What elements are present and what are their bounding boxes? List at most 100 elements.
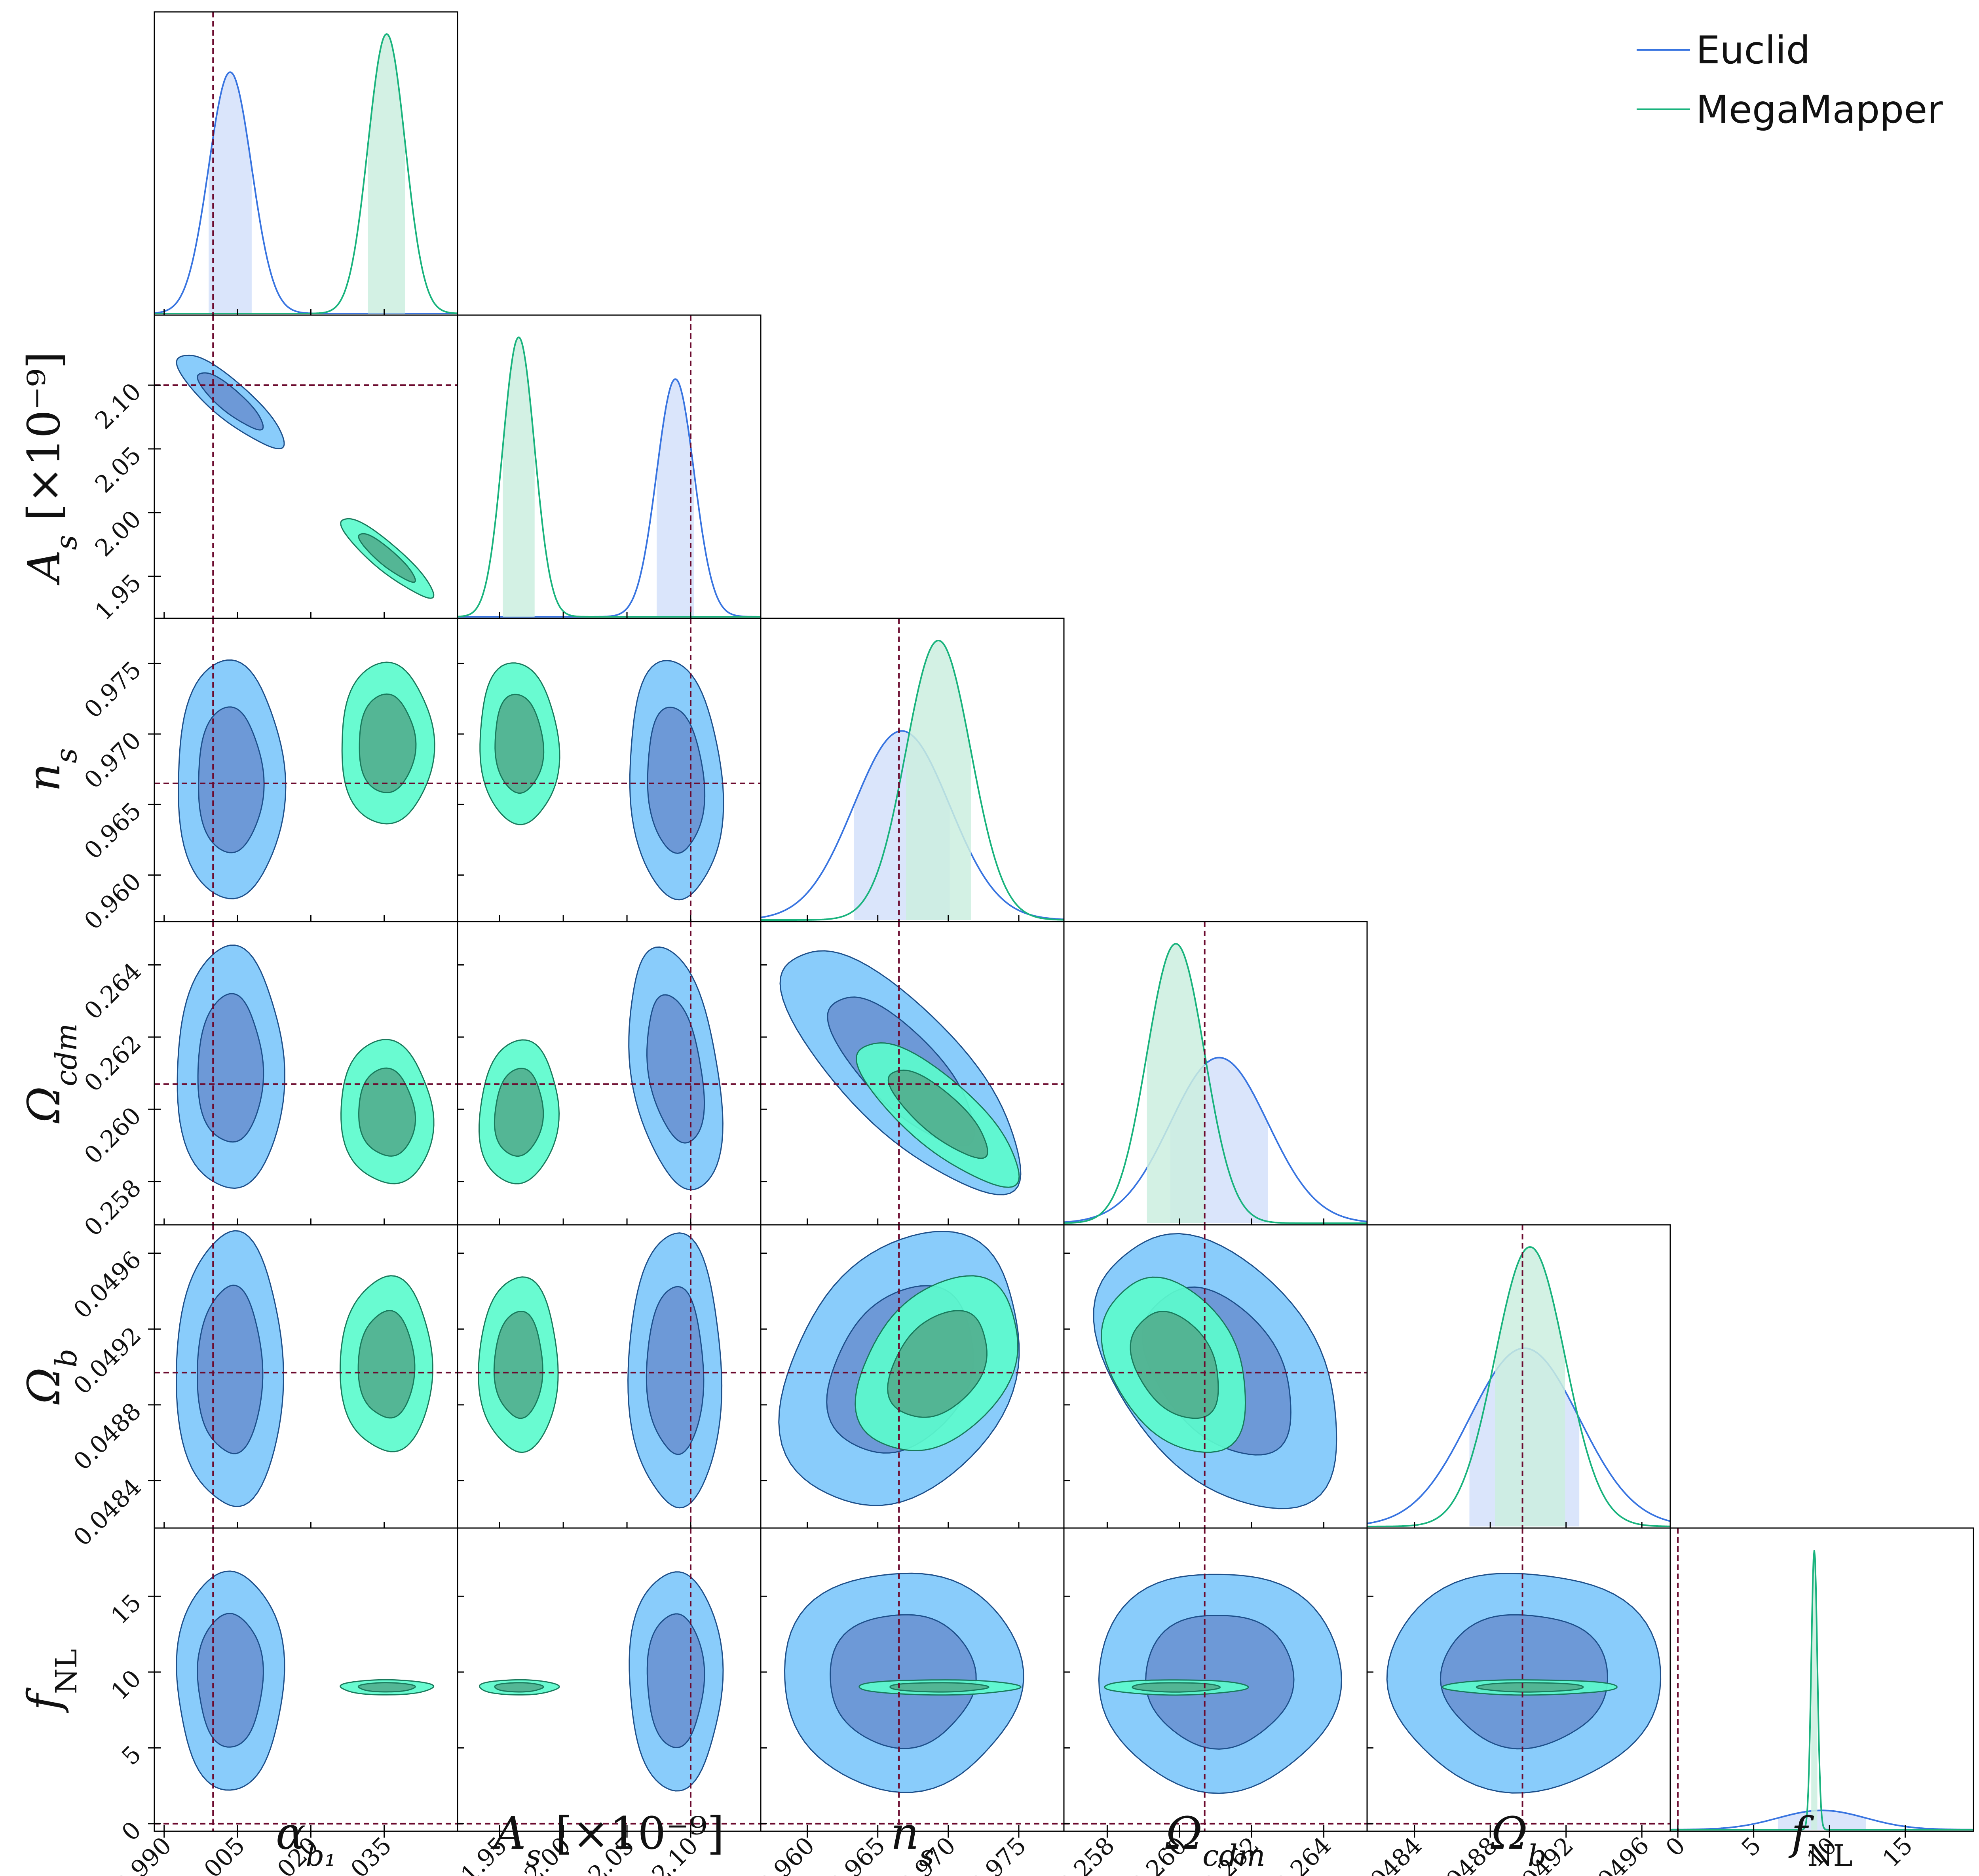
contour-euclid-inner-alpha_b1-Omega_cdm — [197, 993, 264, 1143]
contour-megamapper-inner-A_s-n_s — [494, 694, 545, 794]
contour-megamapper-inner-A_s-Omega_cdm — [494, 1068, 544, 1157]
band-megamapper-Omega_b — [1495, 1247, 1565, 1526]
panel-n_s-vs-f_NL — [761, 1528, 1064, 1831]
panel-A_s-vs-Omega_b — [458, 1225, 761, 1528]
contour-megamapper-inner-Omega_b-f_NL — [1476, 1682, 1584, 1693]
x-tick-label-n_s: 0.965 — [823, 1832, 891, 1876]
x-tick-label-alpha_b1: 1.035 — [329, 1832, 397, 1876]
contour-megamapper-inner-n_s-Omega_cdm — [887, 1069, 988, 1159]
x-tick-label-Omega_b: 0.0484 — [1349, 1832, 1427, 1876]
x-tick-label-n_s: 0.960 — [752, 1832, 820, 1876]
legend: Euclid MegaMapper — [1637, 28, 1943, 132]
pdf-megamapper-Omega_b — [1367, 1246, 1670, 1527]
y-axis-label-A_s: As [×10⁻⁹] — [19, 352, 84, 585]
contour-megamapper-inner-alpha_b1-n_s — [359, 693, 417, 793]
contour-megamapper-inner-alpha_b1-Omega_cdm — [358, 1067, 416, 1157]
y-tick-label-f_NL: 15 — [106, 1589, 146, 1629]
y-tick-label-f_NL: 10 — [106, 1665, 146, 1705]
contour-megamapper-inner-Omega_cdm-f_NL — [1132, 1682, 1221, 1693]
y-tick-label-Omega_cdm: 0.262 — [79, 1030, 147, 1097]
panel-A_s-vs-n_s — [458, 618, 761, 922]
y-tick-label-A_s: 2.00 — [90, 505, 147, 562]
y-tick-label-f_NL: 0 — [116, 1816, 147, 1847]
pdf-megamapper-A_s — [458, 336, 761, 618]
x-tick-label-Omega_b: 0.0496 — [1576, 1832, 1655, 1876]
panel-Omega_b-vs-f_NL — [1367, 1528, 1670, 1831]
contour-layer — [154, 12, 1973, 1831]
panel-A_s-vs-f_NL — [458, 1528, 761, 1831]
legend-label-megamapper: MegaMapper — [1696, 87, 1943, 132]
y-axis-label-n_s: ns — [19, 748, 84, 792]
y-tick-label-n_s: 0.970 — [79, 726, 147, 794]
panel-Omega_cdm-vs-f_NL — [1064, 1528, 1367, 1831]
contour-megamapper-inner-Omega_cdm-Omega_b — [1130, 1311, 1219, 1419]
contour-euclid-inner-alpha_b1-A_s — [197, 372, 264, 431]
y-tick-label-Omega_b: 0.0484 — [68, 1473, 147, 1551]
panel-n_s-vs-Omega_cdm — [761, 922, 1064, 1225]
x-tick-label-f_NL: 5 — [1736, 1832, 1767, 1862]
x-tick-label-alpha_b1: 1.005 — [183, 1832, 251, 1876]
y-tick-label-Omega_cdm: 0.258 — [79, 1174, 147, 1242]
y-tick-label-n_s: 0.960 — [79, 868, 147, 935]
y-axis-label-f_NL: fNL — [19, 1649, 84, 1713]
x-tick-label-f_NL: 0 — [1660, 1832, 1691, 1862]
panel-frame — [1669, 1527, 1974, 1832]
contour-euclid-inner-alpha_b1-f_NL — [197, 1613, 264, 1748]
pdf-megamapper-alpha_b1 — [154, 33, 458, 314]
y-tick-label-Omega_cdm: 0.260 — [79, 1102, 147, 1169]
x-tick-label-Omega_cdm: 0.258 — [1052, 1832, 1120, 1876]
contour-megamapper-inner-n_s-f_NL — [889, 1682, 990, 1693]
y-tick-label-A_s: 2.10 — [90, 378, 147, 435]
y-axis-label-Omega_cdm: Ωcdm — [19, 1023, 84, 1124]
contour-euclid-inner-alpha_b1-n_s — [198, 706, 265, 853]
y-tick-label-Omega_cdm: 0.264 — [79, 958, 147, 1025]
marginal-Omega_b — [1367, 1225, 1670, 1528]
y-tick-label-f_NL: 5 — [116, 1740, 147, 1771]
band-megamapper-n_s — [906, 641, 971, 920]
contour-megamapper-inner-n_s-Omega_b — [887, 1310, 988, 1418]
panel-alpha_b1-vs-Omega_b — [154, 1225, 458, 1528]
x-tick-label-n_s: 0.975 — [964, 1832, 1032, 1876]
y-tick-label-n_s: 0.975 — [79, 656, 147, 724]
panel-frame — [1063, 921, 1368, 1226]
x-tick-label-f_NL: 15 — [1877, 1832, 1918, 1872]
panel-frame — [760, 618, 1065, 922]
contour-megamapper-inner-A_s-f_NL — [494, 1682, 544, 1693]
marginal-f_NL — [1670, 1528, 1973, 1831]
band-megamapper-alpha_b1 — [368, 34, 405, 314]
y-tick-label-A_s: 2.05 — [90, 441, 147, 498]
panel-alpha_b1-vs-A_s — [154, 315, 458, 618]
panel-n_s-vs-Omega_b — [761, 1225, 1064, 1528]
panel-frame — [1366, 1224, 1671, 1529]
panel-Omega_cdm-vs-Omega_b — [1064, 1225, 1367, 1528]
contour-megamapper-inner-alpha_b1-f_NL — [357, 1682, 416, 1693]
y-tick-label-Omega_b: 0.0496 — [68, 1246, 147, 1324]
pdf-megamapper-n_s — [761, 639, 1064, 921]
y-tick-label-n_s: 0.965 — [79, 797, 147, 865]
pdf-euclid-alpha_b1 — [154, 71, 458, 314]
contour-megamapper-inner-A_s-Omega_b — [493, 1310, 543, 1419]
band-euclid-alpha_b1 — [209, 72, 252, 314]
marginal-n_s — [761, 618, 1064, 922]
contour-megamapper-inner-alpha_b1-Omega_b — [357, 1310, 416, 1419]
panel-frame — [154, 11, 458, 316]
contour-euclid-inner-A_s-n_s — [647, 707, 706, 854]
x-axis-label-Omega_b: Ωb — [1490, 1808, 1546, 1873]
pdf-euclid-Omega_cdm — [1064, 1057, 1367, 1223]
marginal-alpha_b1 — [154, 12, 458, 315]
contour-megamapper-inner-alpha_b1-A_s — [358, 533, 416, 583]
pdf-megamapper-f_NL — [1670, 1550, 1973, 1830]
panel-A_s-vs-Omega_cdm — [458, 922, 761, 1225]
legend-label-euclid: Euclid — [1696, 28, 1810, 72]
y-tick-label-A_s: 1.95 — [90, 569, 147, 626]
contour-euclid-inner-A_s-Omega_b — [646, 1286, 705, 1455]
y-tick-label-Omega_b: 0.0488 — [68, 1397, 147, 1476]
band-megamapper-Omega_cdm — [1147, 944, 1205, 1223]
panel-alpha_b1-vs-f_NL — [154, 1528, 458, 1831]
marginal-Omega_cdm — [1064, 922, 1367, 1225]
marginal-A_s — [458, 315, 761, 618]
panel-frame — [457, 314, 762, 619]
panel-alpha_b1-vs-Omega_cdm — [154, 922, 458, 1225]
x-tick-label-Omega_cdm: 0.264 — [1269, 1832, 1337, 1876]
